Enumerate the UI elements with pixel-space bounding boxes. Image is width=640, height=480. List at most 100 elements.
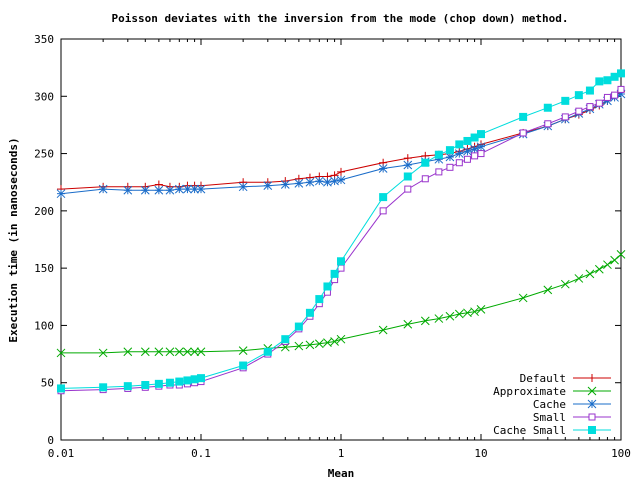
data-point — [314, 339, 324, 349]
data-point — [421, 175, 429, 183]
data-point — [543, 285, 553, 295]
data-point — [446, 163, 454, 171]
data-point — [435, 168, 443, 176]
data-point — [183, 347, 192, 357]
data-point — [617, 85, 625, 93]
data-point — [575, 107, 583, 115]
x-tick-label: 1 — [338, 447, 345, 460]
data-point — [197, 374, 205, 383]
data-point — [463, 146, 472, 156]
data-point — [463, 308, 472, 318]
legend-marker — [588, 413, 596, 421]
data-point — [595, 77, 604, 86]
data-point — [445, 311, 455, 321]
data-point — [463, 136, 472, 145]
legend-marker — [588, 374, 596, 382]
data-point — [561, 113, 569, 121]
data-point — [594, 264, 604, 274]
data-point — [337, 167, 345, 176]
data-point — [281, 335, 290, 344]
data-point — [323, 177, 332, 187]
data-point — [190, 347, 199, 357]
legend-label: Small — [533, 411, 566, 424]
data-point — [518, 293, 528, 303]
data-point — [154, 379, 163, 388]
data-point — [471, 152, 479, 160]
data-point — [56, 189, 66, 199]
data-point — [330, 269, 339, 278]
data-point — [403, 172, 412, 181]
data-point — [330, 337, 339, 346]
data-point — [378, 325, 388, 335]
data-point — [305, 177, 315, 187]
data-point — [174, 347, 184, 357]
data-point — [403, 154, 412, 163]
data-point — [543, 103, 552, 112]
legend-label: Approximate — [493, 385, 566, 398]
data-point — [445, 146, 454, 155]
data-point — [165, 347, 175, 357]
data-point — [403, 319, 413, 329]
data-point — [323, 282, 332, 291]
data-point — [294, 322, 303, 331]
data-point — [454, 149, 464, 158]
data-point — [611, 91, 619, 99]
y-tick-label: 50 — [41, 377, 54, 390]
data-point — [574, 91, 583, 100]
data-point — [519, 112, 528, 121]
data-point — [603, 260, 612, 270]
data-point — [476, 305, 486, 314]
data-point — [140, 347, 150, 357]
data-point — [470, 307, 479, 317]
data-point — [238, 182, 248, 192]
data-point — [617, 69, 625, 78]
data-point — [315, 295, 324, 304]
data-point — [141, 381, 150, 390]
y-axis-label: Execution time (in nanoseconds) — [7, 137, 20, 342]
x-tick-label: 100 — [611, 447, 631, 460]
data-point — [294, 341, 304, 351]
data-point — [434, 314, 444, 323]
data-point — [263, 347, 272, 356]
data-point — [463, 155, 471, 163]
data-point — [263, 181, 273, 191]
data-point — [454, 309, 464, 319]
data-point — [337, 257, 345, 266]
data-point — [603, 93, 611, 101]
data-point — [165, 185, 175, 195]
data-point — [403, 160, 413, 170]
data-point — [379, 193, 388, 202]
series-line-4 — [60, 72, 622, 389]
data-point — [175, 377, 184, 386]
data-point — [603, 76, 612, 85]
data-point — [404, 185, 412, 193]
data-point — [280, 180, 290, 189]
data-point — [294, 179, 304, 188]
data-point — [519, 129, 527, 137]
data-point — [455, 140, 464, 149]
data-point — [323, 338, 332, 347]
data-point — [98, 348, 108, 358]
y-tick-label: 0 — [47, 434, 54, 447]
x-tick-label: 0.01 — [48, 447, 75, 460]
data-point — [196, 347, 206, 357]
data-point — [336, 175, 346, 185]
data-point — [616, 250, 626, 259]
legend-marker — [587, 399, 597, 409]
data-point — [239, 361, 248, 370]
data-point — [305, 308, 314, 317]
legend-label: Cache Small — [493, 424, 566, 437]
data-point — [574, 274, 584, 283]
data-point — [378, 164, 388, 173]
data-point — [421, 158, 430, 167]
data-point — [57, 384, 65, 393]
y-tick-label: 100 — [34, 319, 54, 332]
data-point — [434, 150, 443, 159]
data-point — [336, 334, 346, 344]
data-point — [305, 340, 315, 350]
x-tick-label: 0.1 — [191, 447, 211, 460]
data-point — [174, 184, 184, 194]
data-point — [420, 316, 430, 326]
y-tick-label: 300 — [34, 90, 54, 103]
data-point — [56, 348, 66, 358]
